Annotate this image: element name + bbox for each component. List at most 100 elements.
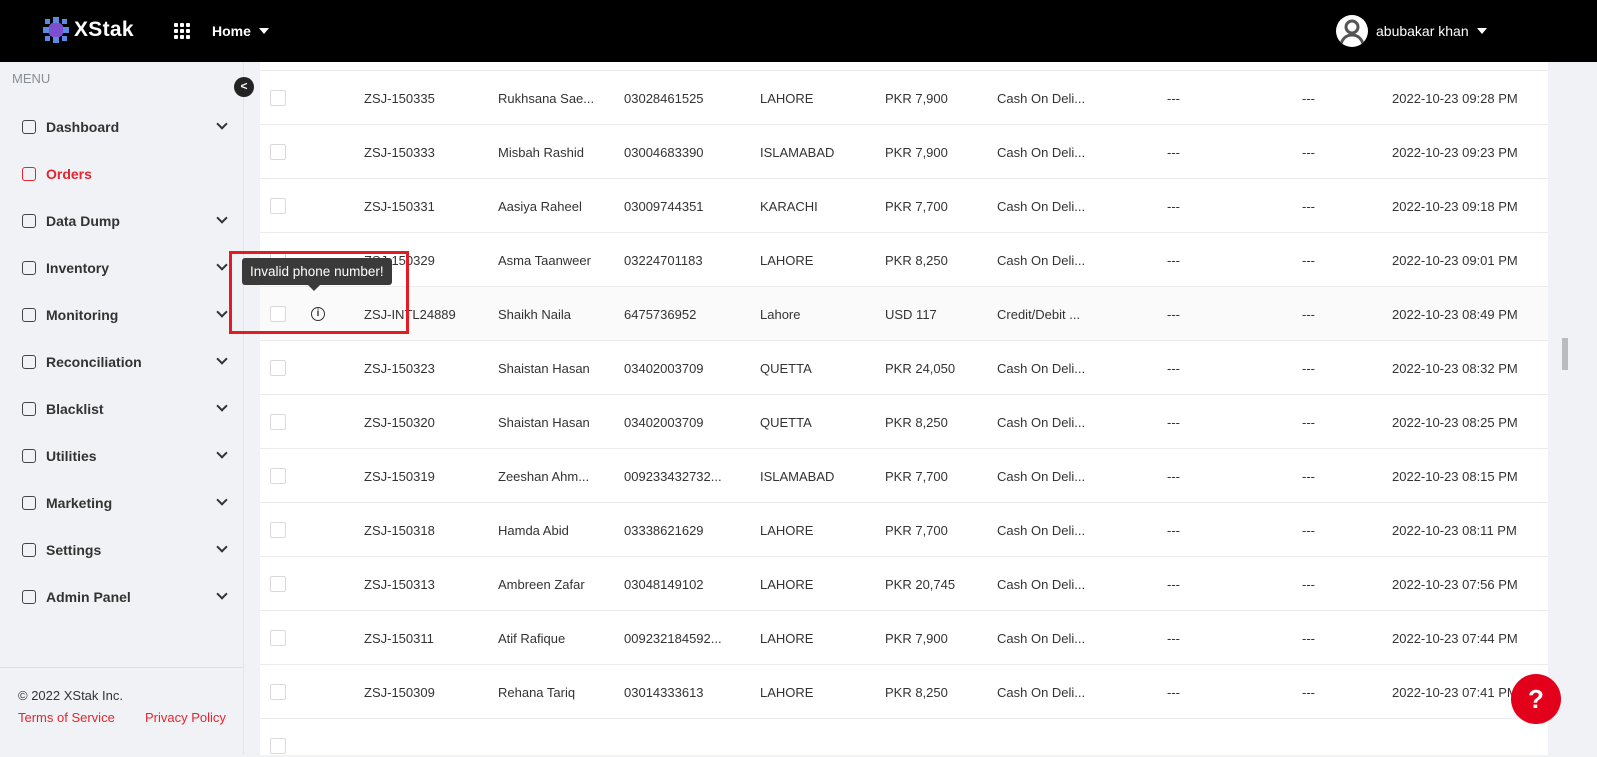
table-row[interactable] <box>260 718 1548 755</box>
sidebar-item-settings[interactable]: Settings <box>0 530 244 570</box>
highlight-annotation <box>229 251 409 334</box>
info-icon[interactable]: i <box>311 307 325 321</box>
cell-city: LAHORE <box>760 253 814 268</box>
cell-city: QUETTA <box>760 415 812 430</box>
table-row[interactable]: ZSJ-150333 Misbah Rashid 03004683390 ISLAMA… <box>260 124 1548 178</box>
cell-id: ZSJ-150335 <box>364 91 435 106</box>
tooltip: Invalid phone number! <box>242 258 392 291</box>
sidebar-item-utilities[interactable]: Utilities <box>0 436 244 476</box>
cell-id: ZSJ-150313 <box>364 577 435 592</box>
row-checkbox[interactable] <box>270 144 286 160</box>
sidebar-item-blacklist[interactable]: Blacklist <box>0 389 244 429</box>
cell-city: LAHORE <box>760 685 814 700</box>
sidebar-item-label: Dashboard <box>46 119 120 135</box>
sidebar-item-label: Marketing <box>46 495 113 511</box>
scrollbar-thumb[interactable] <box>1562 338 1568 370</box>
cell-date: 2022-10-23 08:49 PM <box>1392 307 1518 322</box>
sidebar-item-label: Blacklist <box>46 401 104 417</box>
row-checkbox[interactable] <box>270 738 286 754</box>
cell-c2: --- <box>1302 469 1315 484</box>
cell-name: Aasiya Raheel <box>498 199 582 214</box>
logo[interactable]: XStak <box>42 16 134 44</box>
cell-payment: Cash On Deli... <box>997 145 1086 160</box>
sidebar-item-reconciliation[interactable]: Reconciliation <box>0 342 244 382</box>
scrollbar[interactable] <box>1548 62 1597 755</box>
home-dropdown[interactable]: Home <box>212 23 269 39</box>
row-checkbox[interactable] <box>270 414 286 430</box>
chevron-down-icon <box>216 212 228 224</box>
terms-link[interactable]: Terms of Service <box>18 710 115 725</box>
cell-name: Hamda Abid <box>498 523 569 538</box>
cell-payment: Cash On Deli... <box>997 253 1086 268</box>
sidebar-item-dashboard[interactable]: Dashboard <box>0 107 244 147</box>
row-checkbox[interactable] <box>270 522 286 538</box>
sidebar-item-marketing[interactable]: Marketing <box>0 483 244 523</box>
table-row[interactable]: ZSJ-150318 Hamda Abid 03338621629 LAHORE PKR… <box>260 502 1548 556</box>
row-checkbox[interactable] <box>270 576 286 592</box>
collapse-sidebar-button[interactable]: < <box>234 77 254 97</box>
cell-phone: 009233432732... <box>624 469 722 484</box>
cell-c2: --- <box>1302 199 1315 214</box>
chevron-down-icon <box>216 588 228 600</box>
top-bar: XStak Home abubakar khan <box>0 0 1597 62</box>
table-row[interactable]: ZSJ-150309 Rehana Tariq 03014333613 LAHORE P… <box>260 664 1548 718</box>
data-dump-icon <box>22 214 36 228</box>
row-checkbox[interactable] <box>270 468 286 484</box>
dashboard-icon <box>22 120 36 134</box>
cell-phone: 03402003709 <box>624 361 704 376</box>
table-row[interactable]: ZSJ-150319 Zeeshan Ahm... 009233432732... I… <box>260 448 1548 502</box>
row-checkbox[interactable] <box>270 90 286 106</box>
table-row[interactable]: ZSJ-150323 Shaistan Hasan 03402003709 QUETT… <box>260 340 1548 394</box>
table-row[interactable]: i ZSJ-INTL24889 Shaikh Naila 6475736952 Laho… <box>260 286 1548 340</box>
table-row[interactable]: ZSJ-150329 Asma Taanweer 03224701183 LAHORE… <box>260 232 1548 286</box>
row-checkbox[interactable] <box>270 684 286 700</box>
row-checkbox[interactable] <box>270 198 286 214</box>
cell-date: 2022-10-23 08:11 PM <box>1392 523 1517 538</box>
row-checkbox[interactable] <box>270 630 286 646</box>
user-name: abubakar khan <box>1376 23 1469 39</box>
cell-name: Asma Taanweer <box>498 253 591 268</box>
cell-phone: 03338621629 <box>624 523 704 538</box>
sidebar-item-data-dump[interactable]: Data Dump <box>0 201 244 241</box>
sidebar-item-orders[interactable]: Orders <box>0 154 244 194</box>
settings-icon <box>22 543 36 557</box>
help-button[interactable]: ? <box>1511 674 1561 724</box>
cell-c1: --- <box>1167 199 1180 214</box>
table-row[interactable]: ZSJ-150335 Rukhsana Sae... 03028461525 LAHO… <box>260 70 1548 124</box>
apps-grid-icon[interactable] <box>174 23 190 39</box>
cell-amount: PKR 7,900 <box>885 91 948 106</box>
table-row[interactable]: ZSJ-150313 Ambreen Zafar 03048149102 LAHORE… <box>260 556 1548 610</box>
utilities-icon <box>22 449 36 463</box>
cell-id: ZSJ-150323 <box>364 361 435 376</box>
avatar <box>1336 15 1368 47</box>
sidebar-item-admin-panel[interactable]: Admin Panel <box>0 577 244 617</box>
table-row[interactable]: ZSJ-150320 Shaistan Hasan 03402003709 QUETT… <box>260 394 1548 448</box>
cell-city: LAHORE <box>760 631 814 646</box>
cell-amount: PKR 8,250 <box>885 685 948 700</box>
sidebar-item-label: Data Dump <box>46 213 120 229</box>
cell-date: 2022-10-23 08:15 PM <box>1392 469 1518 484</box>
cell-phone: 6475736952 <box>624 307 697 322</box>
user-menu[interactable]: abubakar khan <box>1336 15 1487 47</box>
table-row[interactable]: ZSJ-150311 Atif Rafique 009232184592... LAH… <box>260 610 1548 664</box>
cell-name: Rukhsana Sae... <box>498 91 595 106</box>
cell-c2: --- <box>1302 91 1315 106</box>
blacklist-icon <box>22 402 36 416</box>
cell-payment: Cash On Deli... <box>997 469 1086 484</box>
row-checkbox[interactable] <box>270 360 286 376</box>
table-row[interactable]: ZSJ-150331 Aasiya Raheel 03009744351 KARACH… <box>260 178 1548 232</box>
cell-id: ZSJ-INTL24889 <box>364 307 456 322</box>
cell-id: ZSJ-150319 <box>364 469 435 484</box>
cell-c1: --- <box>1167 361 1180 376</box>
cell-amount: PKR 7,700 <box>885 199 948 214</box>
sidebar-item-monitoring[interactable]: Monitoring <box>0 295 244 335</box>
cell-amount: PKR 7,900 <box>885 631 948 646</box>
sidebar-item-inventory[interactable]: Inventory <box>0 248 244 288</box>
sidebar-item-label: Inventory <box>46 260 110 276</box>
marketing-icon <box>22 496 36 510</box>
cell-amount: PKR 24,050 <box>885 361 956 376</box>
row-checkbox[interactable] <box>270 306 286 322</box>
chevron-down-icon <box>216 259 228 271</box>
privacy-link[interactable]: Privacy Policy <box>145 710 226 725</box>
sidebar-item-label: Orders <box>46 166 92 182</box>
